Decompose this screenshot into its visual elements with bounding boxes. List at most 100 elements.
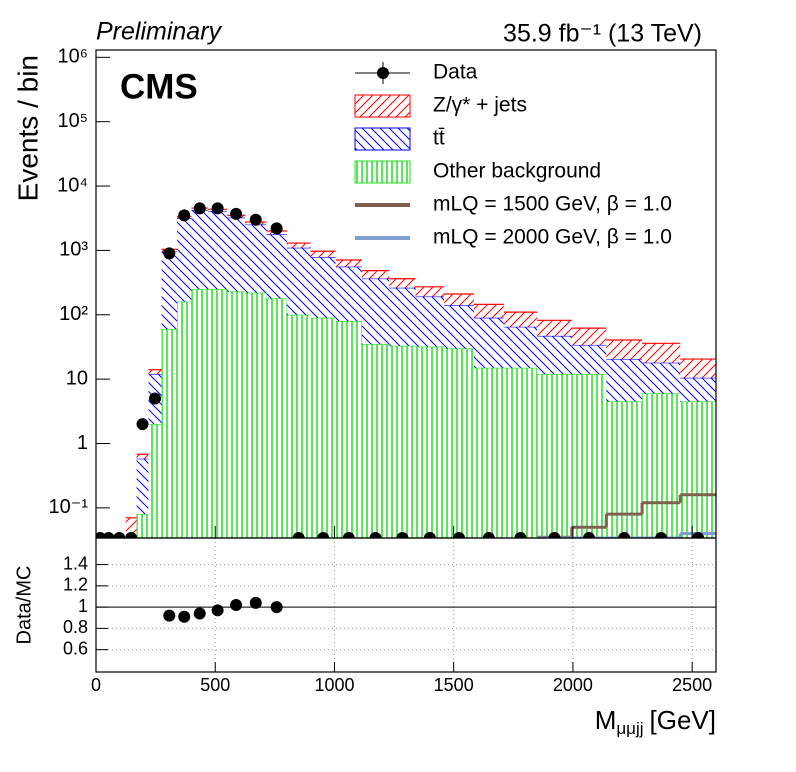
ratio-point (163, 609, 176, 622)
stack-bar (473, 317, 504, 368)
stack-bar (606, 401, 643, 538)
stack-bar (571, 374, 607, 538)
y-tick-label: 10³ (59, 239, 88, 261)
stack-bar (642, 393, 681, 538)
legend-label: Z/γ* + jets (433, 94, 527, 117)
y-tick-label: 10⁴ (57, 174, 88, 196)
stack-bar (161, 329, 178, 538)
ratio-point (178, 610, 191, 623)
y-tick-label: 10² (59, 303, 88, 325)
data-point (249, 213, 262, 226)
ratio-y-axis-label: Data/MC (13, 566, 35, 645)
stack-bar (148, 424, 162, 538)
chart-subtitle: 35.9 fb⁻¹ (13 TeV) (503, 20, 702, 48)
stack-bar (642, 343, 681, 363)
stack-bar (335, 266, 362, 322)
y-tick-label: 0.6 (63, 638, 88, 658)
stack-bar (136, 454, 149, 459)
legend-swatch (354, 94, 411, 118)
y-tick-label: 10 (66, 367, 88, 389)
stack-bar (444, 348, 474, 538)
stack-bar (136, 458, 149, 515)
x-tick-label: 0 (91, 675, 101, 695)
data-point (102, 532, 115, 538)
data-point (548, 532, 561, 538)
stack-bar (680, 359, 716, 378)
stack-bar (680, 377, 716, 402)
stack-bar (503, 312, 538, 327)
stack-bar (286, 314, 311, 538)
data-point (369, 532, 382, 538)
stack-bar (537, 320, 572, 336)
stack-bar (571, 344, 607, 375)
legend-marker (377, 67, 389, 79)
x-label-unit: [GeV] (650, 705, 716, 735)
stack-bar (286, 247, 311, 315)
data-point (113, 532, 126, 538)
stack-bar (415, 346, 445, 538)
legend-label: tt̄ (433, 127, 445, 150)
x-tick-label: 2000 (553, 675, 593, 695)
x-tick-label: 1500 (434, 675, 474, 695)
stack-bar (177, 218, 192, 302)
stack-bar (191, 289, 209, 538)
main-plot-area (96, 202, 716, 538)
stack-bar (361, 278, 390, 345)
data-point (423, 532, 436, 538)
data-point (125, 532, 138, 538)
stack-bar (125, 517, 137, 538)
stack-bar (227, 291, 246, 538)
cms-label: CMS (120, 67, 198, 106)
stack-bar (310, 251, 336, 257)
legend-label: Other background (433, 160, 601, 183)
legend-swatch (354, 127, 411, 151)
stack-bar (335, 259, 362, 267)
stack-bar (245, 292, 267, 538)
stack-bar (444, 305, 474, 349)
stack-bar (571, 328, 607, 345)
x-tick-label: 500 (200, 675, 230, 695)
data-point (292, 532, 305, 538)
stack-bar (161, 251, 178, 330)
y-tick-label: 10⁶ (58, 46, 88, 68)
stack-bar (177, 301, 192, 538)
legend-label: mLQ = 2000 GeV, β = 1.0 (433, 226, 672, 249)
stack-bar (606, 340, 643, 360)
stack-bar (286, 243, 311, 248)
x-tick-label: 1000 (314, 675, 354, 695)
data-point (136, 418, 149, 431)
stack-bar (444, 294, 474, 306)
stack-bar (473, 304, 504, 318)
data-point (178, 209, 191, 222)
x-label-sub: μμjj (616, 719, 643, 738)
stack-bar (191, 209, 209, 290)
legend-label: Data (433, 61, 478, 84)
ratio-point (211, 604, 224, 617)
data-point (514, 532, 527, 538)
x-label-main: M (595, 705, 617, 735)
y-tick-label: 1 (78, 596, 88, 616)
stack-bar (208, 211, 228, 290)
ratio-point (249, 596, 262, 609)
data-point (692, 532, 705, 538)
data-point (163, 247, 176, 260)
stack-bar (389, 278, 416, 288)
stack-bar (335, 321, 362, 538)
stack-bar (606, 359, 643, 402)
stack-bar (680, 401, 716, 538)
y-tick-label: 10⁵ (57, 110, 88, 132)
stack-bar (537, 374, 572, 538)
stack-bar (136, 514, 149, 538)
data-point (317, 532, 330, 538)
stack-bar (415, 296, 445, 347)
data-point (193, 202, 206, 215)
ratio-point (193, 607, 206, 620)
data-point (230, 207, 243, 220)
data-point (482, 532, 495, 538)
y-axis-label: Events / bin (12, 55, 43, 201)
stack-bar (148, 369, 162, 375)
data-point (583, 532, 596, 538)
data-point (396, 532, 409, 538)
